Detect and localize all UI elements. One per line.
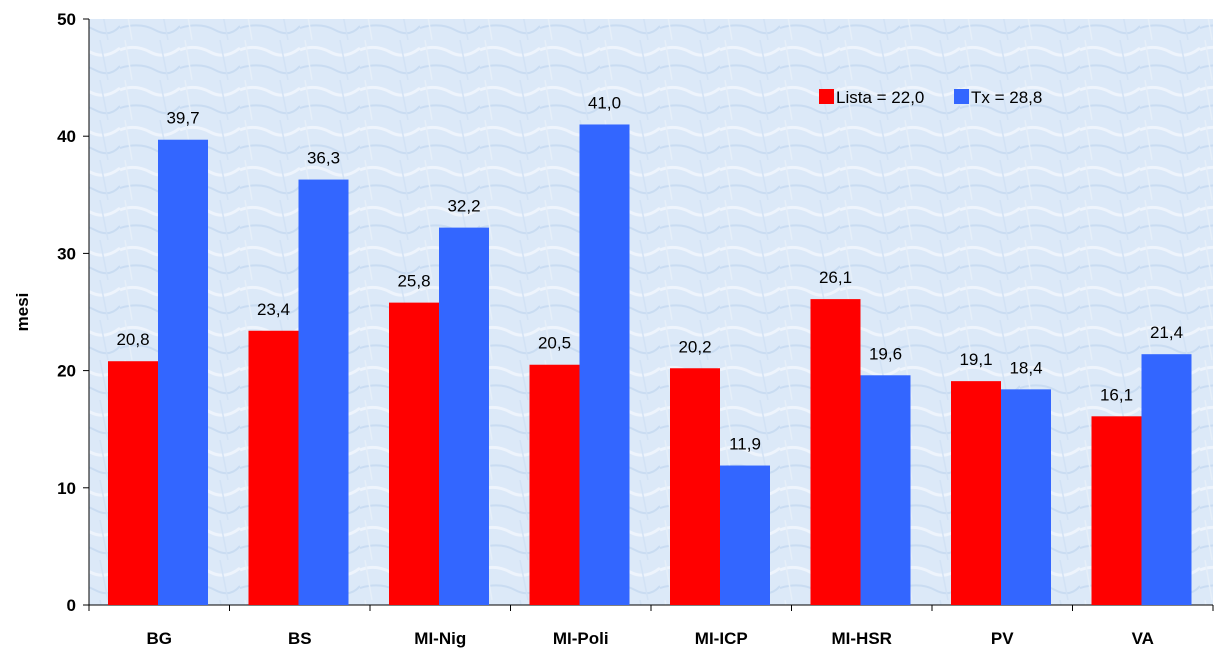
bar[interactable]: [529, 364, 580, 605]
y-axis-title: mesi: [13, 293, 32, 332]
data-label: 39,7: [166, 109, 199, 128]
bar[interactable]: [108, 361, 158, 605]
data-label: 19,1: [959, 350, 992, 369]
bar[interactable]: [579, 124, 630, 605]
legend-item[interactable]: Tx = 28,8: [954, 88, 1042, 107]
data-label: 20,8: [116, 330, 149, 349]
y-tick-label: 50: [57, 10, 76, 29]
data-label: 36,3: [307, 149, 340, 168]
bar[interactable]: [1091, 416, 1142, 605]
bars-group: [108, 124, 1192, 605]
data-label: 20,2: [678, 337, 711, 356]
data-label: 18,4: [1009, 358, 1042, 377]
x-tick-label: BS: [288, 629, 312, 648]
bar[interactable]: [439, 227, 489, 605]
data-label: 21,4: [1150, 323, 1183, 342]
y-tick-label: 40: [57, 127, 76, 146]
x-tick-label: BG: [147, 629, 173, 648]
bar[interactable]: [670, 368, 720, 605]
x-tick-label: MI-ICP: [695, 629, 748, 648]
data-labels-group: 20,8 23,4 25,8 20,5 20,2 26,1 19,1 16,1 39,7 36,3…: [116, 93, 1183, 453]
bar[interactable]: [951, 381, 1001, 605]
bar[interactable]: [1141, 354, 1192, 605]
x-tick-label: PV: [991, 629, 1014, 648]
x-tick-label: MI-HSR: [832, 629, 892, 648]
data-label: 11,9: [729, 435, 761, 454]
bar[interactable]: [810, 299, 861, 605]
legend[interactable]: Lista = 22,0 Tx = 28,8: [819, 88, 1042, 107]
bar[interactable]: [860, 375, 911, 605]
bar[interactable]: [298, 179, 349, 605]
bar[interactable]: [158, 139, 208, 605]
data-label: 26,1: [819, 268, 852, 287]
data-label: 41,0: [588, 93, 621, 112]
legend-item[interactable]: Lista = 22,0: [819, 88, 924, 107]
data-label: 23,4: [257, 300, 290, 319]
bar[interactable]: [389, 302, 439, 605]
y-tick-label: 10: [57, 479, 76, 498]
y-tick-label: 30: [57, 244, 76, 263]
y-axis: 0 10 20 30 40 50: [57, 10, 90, 615]
data-label: 16,1: [1100, 385, 1133, 404]
y-tick-label: 0: [67, 596, 76, 615]
legend-label: Tx = 28,8: [971, 88, 1042, 107]
data-label: 19,6: [869, 344, 902, 363]
data-label: 32,2: [447, 197, 480, 216]
x-tick-label: MI-Poli: [553, 629, 609, 648]
bar[interactable]: [720, 465, 770, 605]
bar[interactable]: [1001, 389, 1051, 605]
data-label: 20,5: [538, 334, 571, 353]
bar[interactable]: [248, 330, 299, 605]
x-axis: BG BS MI-Nig MI-Poli MI-ICP MI-HSR PV VA: [88, 604, 1214, 648]
legend-swatch: [954, 89, 969, 104]
data-label: 25,8: [397, 272, 430, 291]
y-tick-label: 20: [57, 362, 76, 381]
legend-swatch: [819, 89, 834, 104]
x-tick-label: VA: [1132, 629, 1154, 648]
legend-label: Lista = 22,0: [836, 88, 924, 107]
x-tick-label: MI-Nig: [414, 629, 466, 648]
